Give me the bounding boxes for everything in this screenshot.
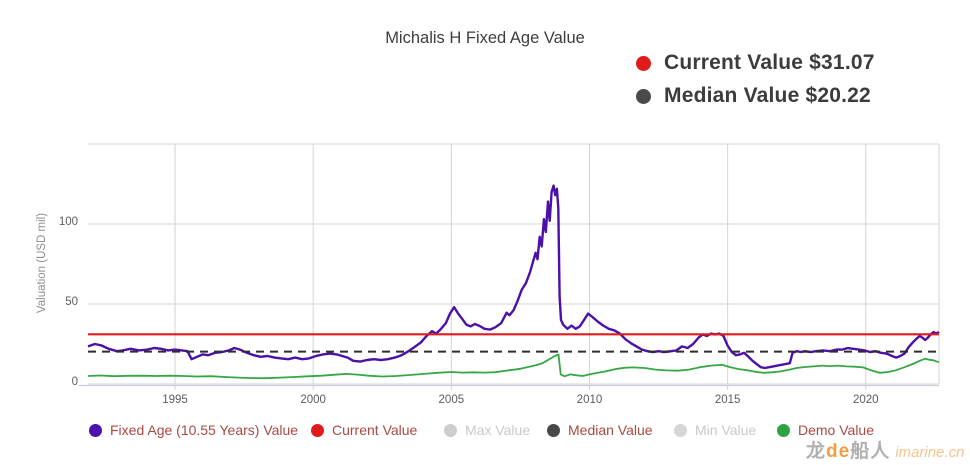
y-tick-label-100: 100 <box>59 216 78 228</box>
current-value-dot-icon <box>636 55 651 71</box>
legend-dot-icon <box>777 423 790 437</box>
x-tick-label-1995: 1995 <box>162 394 188 406</box>
watermark-cn-2: de <box>826 441 851 462</box>
current-value-label: Current Value $31.07 <box>664 51 875 74</box>
watermark-cn-1: 龙 <box>806 441 827 462</box>
watermark-site: imarine.cn <box>895 444 965 461</box>
watermark-cn-3: 船人 <box>850 441 891 462</box>
watermark: 龙de船人 imarine.cn <box>806 436 964 463</box>
legend-dot-icon <box>547 423 560 437</box>
median-value-dot-icon <box>636 88 651 104</box>
x-tick-label-2020: 2020 <box>853 394 879 406</box>
legend-item-fixed-age-10-55-years-value[interactable]: Fixed Age (10.55 Years) Value <box>89 422 298 438</box>
legend-item-demo-value[interactable]: Demo Value <box>777 422 874 438</box>
x-tick-label-2000: 2000 <box>300 394 326 406</box>
legend-item-min-value[interactable]: Min Value <box>674 422 756 438</box>
legend-dot-icon <box>311 423 324 437</box>
legend-dot-icon <box>89 423 102 437</box>
legend-dot-icon <box>674 423 687 437</box>
legend-item-label: Fixed Age (10.55 Years) Value <box>110 422 299 438</box>
y-tick-label-0: 0 <box>72 376 78 388</box>
median-value-row: Median Value $20.22 <box>636 84 875 108</box>
chart-title: Michalis H Fixed Age Value <box>385 29 585 47</box>
value-info-panel: Current Value $31.07 Median Value $20.22 <box>636 51 875 117</box>
legend-item-label: Median Value <box>568 422 653 438</box>
legend-item-label: Min Value <box>695 422 757 438</box>
legend-item-label: Demo Value <box>798 422 875 438</box>
y-tick-label-50: 50 <box>65 296 78 308</box>
x-tick-label-2015: 2015 <box>715 394 741 406</box>
legend-item-current-value[interactable]: Current Value <box>311 422 417 438</box>
x-tick-label-2005: 2005 <box>439 394 465 406</box>
legend-item-label: Current Value <box>332 422 418 438</box>
legend-item-label: Max Value <box>465 422 531 438</box>
current-value-row: Current Value $31.07 <box>636 51 875 75</box>
median-value-label: Median Value $20.22 <box>664 84 871 107</box>
legend-item-max-value[interactable]: Max Value <box>444 422 530 438</box>
series-demo-value-line[interactable] <box>87 353 940 380</box>
series-fixed-age-10-55-years-value-line[interactable] <box>87 184 940 370</box>
legend-item-median-value[interactable]: Median Value <box>547 422 653 438</box>
legend-dot-icon <box>444 423 457 437</box>
x-tick-label-2010: 2010 <box>577 394 603 406</box>
